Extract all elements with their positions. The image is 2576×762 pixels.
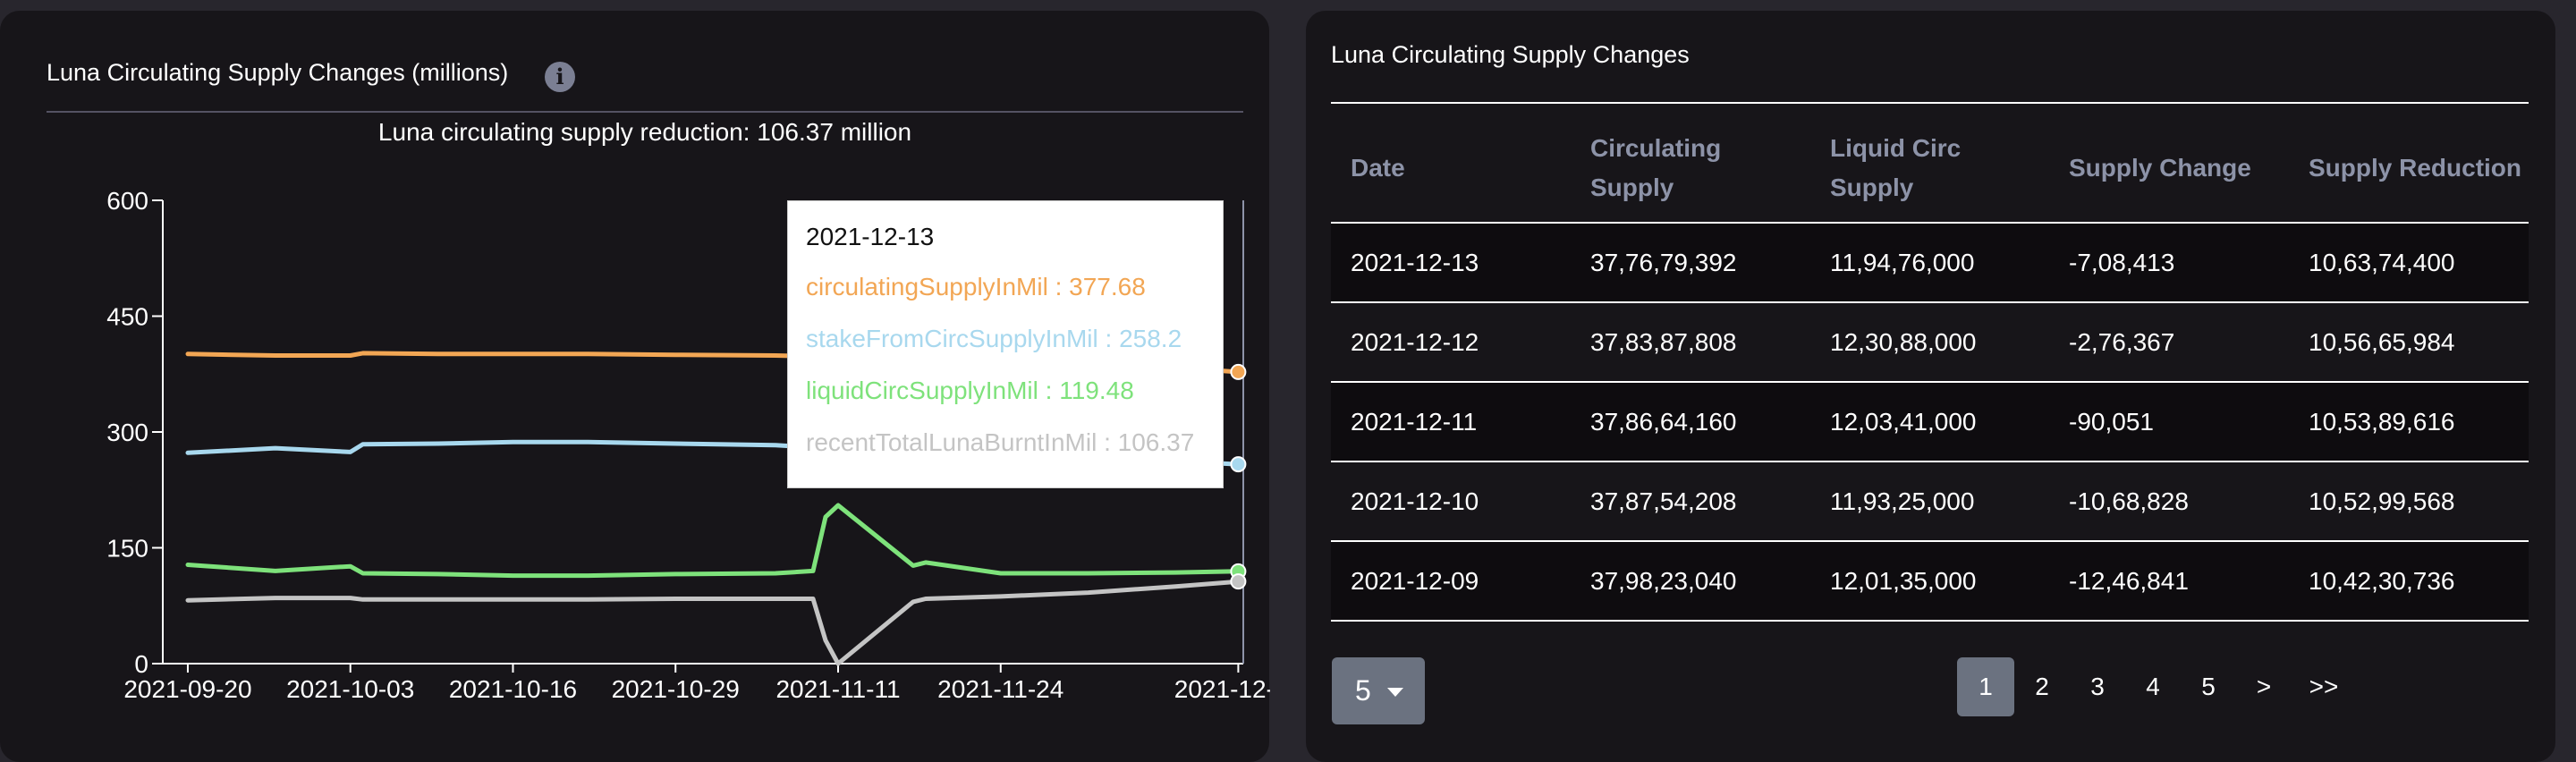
cell-date: 2021-12-12 [1351,327,1479,356]
x-tick-label: 2021-11-11 [775,675,900,703]
table-row: 2021-12-10 37,87,54,208 11,93,25,000 -10… [1331,461,2529,541]
column-header-supply-reduction[interactable]: Supply Reduction [2289,103,2529,224]
x-axis: 2021-09-20 2021-10-03 2021-10-16 2021-10-29… [123,200,1270,703]
table-row: 2021-12-12 37,83,87,808 12,30,88,000 -2,… [1331,302,2529,382]
pagination-page-2[interactable]: 2 [2035,673,2049,700]
cell-supply-change: -2,76,367 [2069,327,2175,356]
cell-circulating-supply: 37,86,64,160 [1590,407,1737,436]
pagination-page-1[interactable]: 1 [1957,657,2014,716]
y-axis: 0 150 300 450 600 [106,187,164,678]
cell-date: 2021-12-09 [1351,566,1479,595]
cell-date: 2021-12-11 [1351,407,1478,436]
table-card-title: Luna Circulating Supply Changes [1331,41,1690,68]
cell-supply-reduction: 10,56,65,984 [2309,327,2455,356]
cell-date: 2021-12-13 [1351,248,1479,276]
cell-supply-change: -90,051 [2069,407,2154,436]
cell-supply-change: -7,08,413 [2069,248,2175,276]
series-line-liquidCircSupplyInMil[interactable] [185,503,1241,579]
cell-circulating-supply: 37,98,23,040 [1590,566,1737,595]
table-row: 2021-12-09 37,98,23,040 12,01,35,000 -12… [1331,541,2529,621]
pagination-next[interactable]: > [2256,673,2272,700]
cell-liquid-circ-supply: 11,93,25,000 [1830,487,1975,515]
cell-liquid-circ-supply: 12,01,35,000 [1830,566,1977,595]
column-header-supply-change[interactable]: Supply Change [2049,103,2289,224]
pagination-last[interactable]: >> [2309,673,2339,700]
supply-table: Date Circulating Supply Liquid Circ Supp… [1331,102,2529,622]
table-row: 2021-12-11 37,86,64,160 12,03,41,000 -90… [1331,382,2529,461]
chart-card-divider [47,111,1243,113]
table-header-row: Date Circulating Supply Liquid Circ Supp… [1331,103,2529,224]
chart-tooltip: 2021-12-13 circulatingSupplyInMil : 377.… [787,200,1224,488]
cell-circulating-supply: 37,76,79,392 [1590,248,1737,276]
cell-supply-change: -10,68,828 [2069,487,2189,515]
column-header-date[interactable]: Date [1331,103,1571,224]
cell-supply-reduction: 10,52,99,568 [2309,487,2455,515]
x-tick-label: 2021-10-16 [449,675,577,703]
chart-subtitle: Luna circulating supply reduction: 106.3… [377,118,912,146]
column-header-liquid-circ-supply[interactable]: Liquid Circ Supply [1810,103,2049,224]
x-tick-label: 2021-10-03 [286,675,414,703]
active-point-circulatingSupplyInMil [1230,363,1247,380]
cell-circulating-supply: 37,83,87,808 [1590,327,1737,356]
cell-liquid-circ-supply: 12,03,41,000 [1830,407,1977,436]
series-line-recentTotalLunaBurntInMil[interactable] [185,579,1241,666]
cell-supply-reduction: 10,42,30,736 [2309,566,2455,595]
tooltip-line-circulating: circulatingSupplyInMil : 377.68 [806,273,1146,301]
y-tick-label: 0 [134,650,148,678]
cell-supply-change: -12,46,841 [2069,566,2189,595]
page-size-value: 5 [1355,674,1371,707]
x-tick-label: 2021-10-29 [612,675,740,703]
cell-circulating-supply: 37,87,54,208 [1590,487,1737,515]
chart-card-title: Luna Circulating Supply Changes (million… [47,59,509,86]
y-tick-label: 600 [106,187,148,215]
x-tick-label: 2021-11-24 [937,675,1063,703]
y-tick-label: 450 [106,303,148,331]
info-icon[interactable]: i [545,62,575,92]
active-point-stakeFromCircSupplyInMil [1230,456,1247,473]
caret-down-icon [1387,688,1403,697]
active-point-recentTotalLunaBurntInMil [1230,573,1247,590]
cell-liquid-circ-supply: 12,30,88,000 [1830,327,1977,356]
page-size-dropdown[interactable]: 5 [1332,657,1425,724]
pagination-page-5[interactable]: 5 [2201,673,2216,700]
column-header-circulating-supply[interactable]: Circulating Supply [1571,103,1810,224]
cell-supply-reduction: 10,53,89,616 [2309,407,2455,436]
cell-date: 2021-12-10 [1351,487,1479,515]
x-tick-label: 2021-09-20 [123,675,251,703]
tooltip-line-liquid: liquidCircSupplyInMil : 119.48 [806,377,1134,404]
tooltip-line-burnt: recentTotalLunaBurntInMil : 106.37 [806,428,1195,456]
x-tick-label: 2021-12-13 [1174,675,1270,703]
y-tick-label: 150 [106,535,148,563]
pagination-page-3[interactable]: 3 [2090,673,2105,700]
tooltip-date: 2021-12-13 [806,223,935,250]
cell-liquid-circ-supply: 11,94,76,000 [1830,248,1975,276]
cell-supply-reduction: 10,63,74,400 [2309,248,2455,276]
table-row: 2021-12-13 37,76,79,392 11,94,76,000 -7,… [1331,223,2529,302]
tooltip-line-stake: stakeFromCircSupplyInMil : 258.2 [806,325,1182,352]
pagination-page-4[interactable]: 4 [2146,673,2160,700]
y-tick-label: 300 [106,419,148,446]
